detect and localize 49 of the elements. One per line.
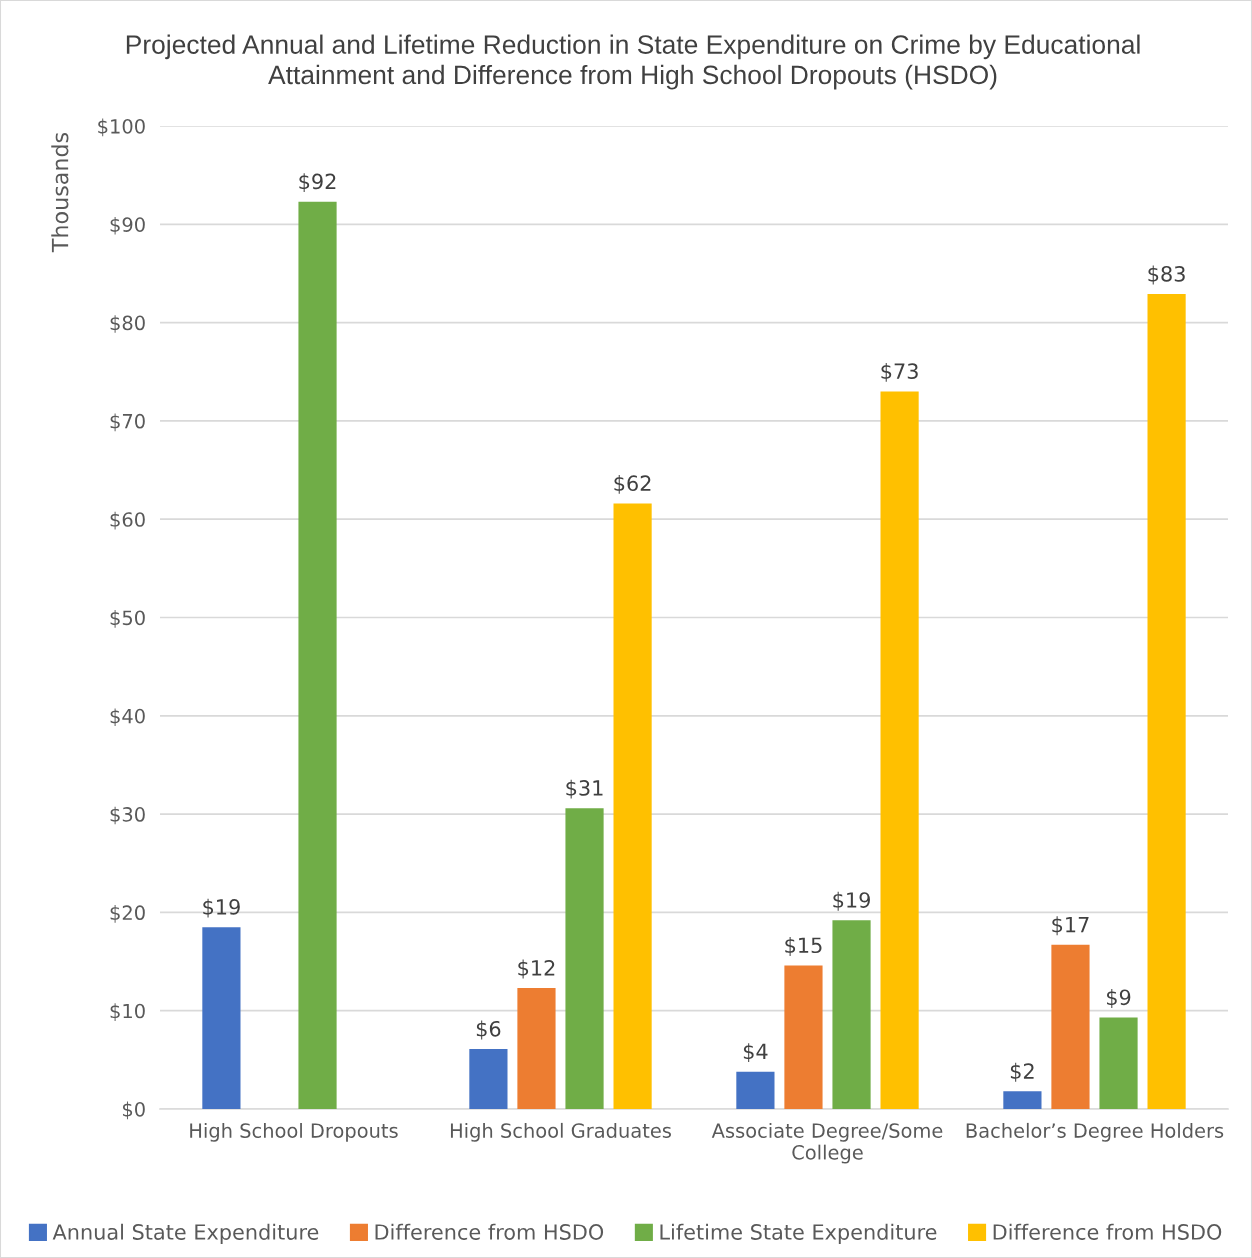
bar: [1099, 1017, 1138, 1109]
x-tick-label: High School Graduates: [450, 1122, 671, 1142]
y-tick-label: $40: [110, 708, 145, 727]
y-tick-label: $90: [110, 216, 145, 235]
y-tick-label: $0: [122, 1101, 145, 1120]
data-label: $62: [614, 474, 651, 494]
y-tick-label: $10: [110, 1003, 145, 1021]
bar: [736, 1071, 775, 1109]
bar: [517, 988, 556, 1109]
data-label: $83: [1148, 265, 1185, 285]
x-tick-label: Associate Degree/Some College: [711, 1122, 943, 1164]
bar: [613, 503, 652, 1109]
legend-label: Lifetime State Expenditure: [660, 1223, 937, 1244]
y-tick-label: $80: [110, 315, 145, 333]
data-label: $19: [203, 898, 240, 918]
bar: [880, 391, 919, 1109]
x-tick-label: High School Dropouts: [190, 1122, 398, 1142]
data-label: $92: [299, 173, 336, 193]
y-tick-label: $60: [110, 511, 145, 530]
bar: [565, 808, 604, 1109]
data-label: $19: [833, 891, 870, 911]
y-tick-label: $50: [110, 610, 145, 628]
data-label: $2: [1010, 1062, 1034, 1082]
bar: [1147, 294, 1186, 1109]
bar: [1003, 1091, 1042, 1109]
data-label: $9: [1107, 989, 1131, 1008]
y-tick-label: $30: [110, 806, 145, 825]
data-label: $15: [785, 936, 822, 956]
bar: [298, 201, 337, 1109]
data-label: $31: [566, 779, 603, 799]
y-tick-label: $20: [110, 905, 145, 923]
data-label: $12: [518, 959, 555, 979]
bar: [469, 1049, 508, 1109]
chart-title: Projected Annual and Lifetime Reduction in State Expenditure on Crime by Educational Attainment and Difference from High School Dropouts (HSDO): [126, 34, 1140, 90]
legend-label: Annual State Expenditure: [52, 1223, 319, 1244]
y-tick-label: $70: [110, 413, 145, 432]
legend-label: Difference from HSDO: [993, 1223, 1222, 1240]
bar: [832, 920, 871, 1109]
bar: [1051, 944, 1090, 1109]
y-tick-label: $100: [98, 118, 145, 137]
x-tick-label: Bachelor’s Degree Holders: [966, 1122, 1224, 1142]
data-label: $4: [743, 1043, 768, 1063]
bar: [784, 965, 823, 1109]
bar: [202, 927, 241, 1109]
legend-label: Difference from HSDO: [375, 1223, 604, 1240]
y-axis-title: Thousands: [51, 132, 69, 253]
data-label: $17: [1052, 916, 1089, 936]
data-label: $6: [476, 1020, 501, 1040]
data-label: $73: [881, 362, 918, 382]
